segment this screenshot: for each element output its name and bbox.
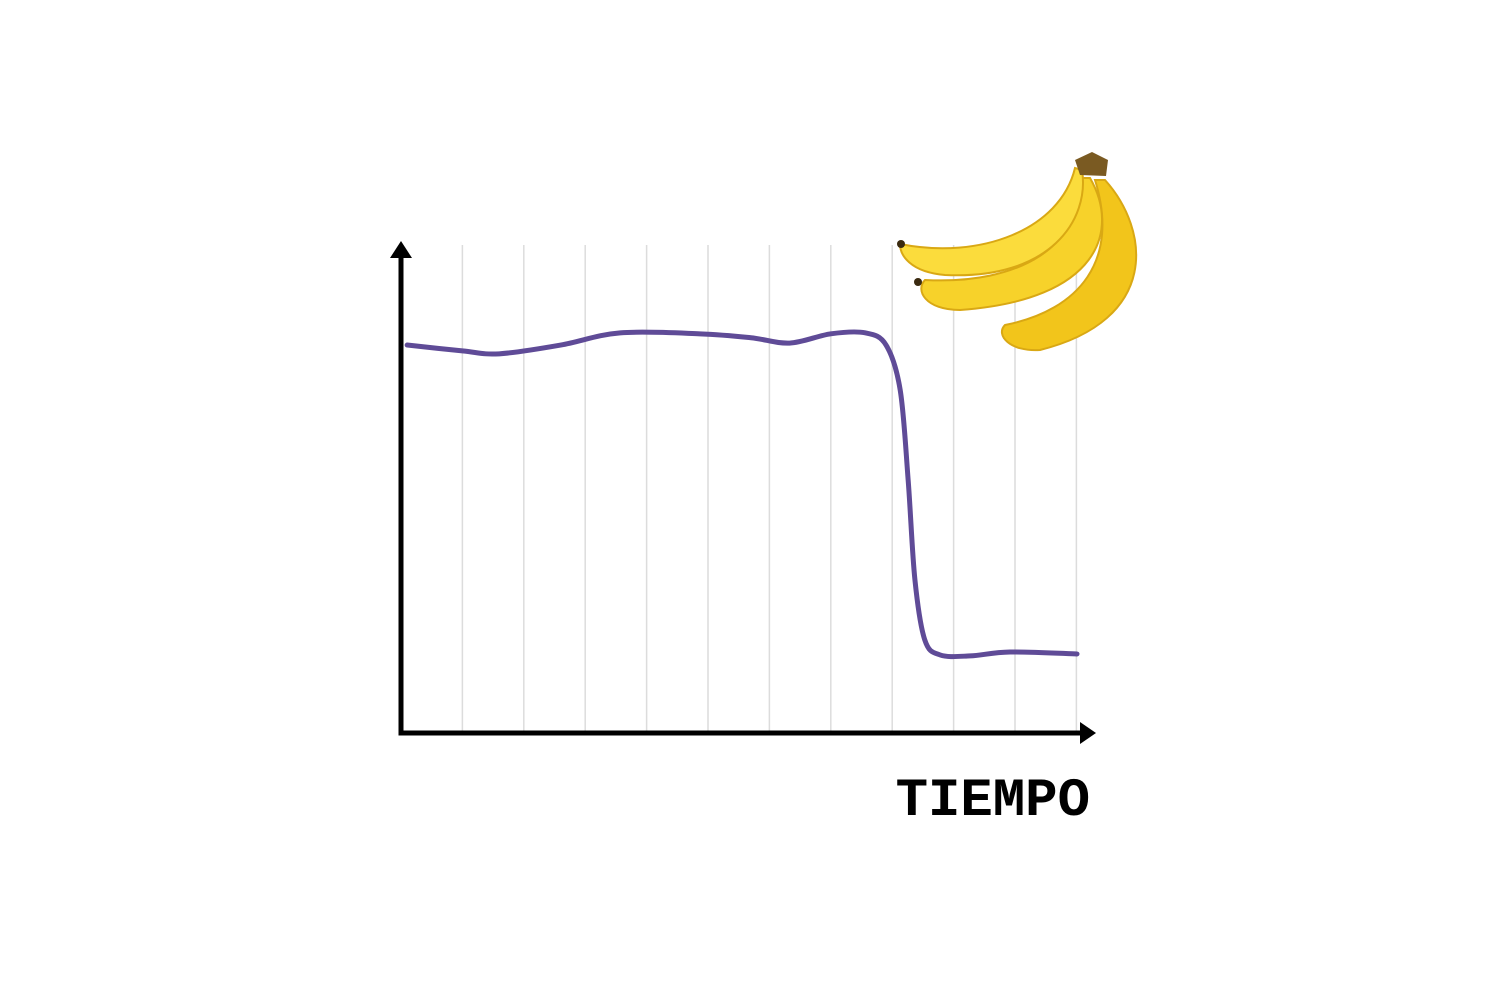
- x-axis-label: TIEMPO: [896, 771, 1090, 832]
- plot: [404, 329, 1080, 660]
- y-arrow: [390, 241, 412, 258]
- data-line: [404, 329, 1080, 660]
- axes: [398, 252, 1085, 736]
- banana-illustration: [897, 152, 1138, 352]
- x-arrow: [1080, 722, 1096, 744]
